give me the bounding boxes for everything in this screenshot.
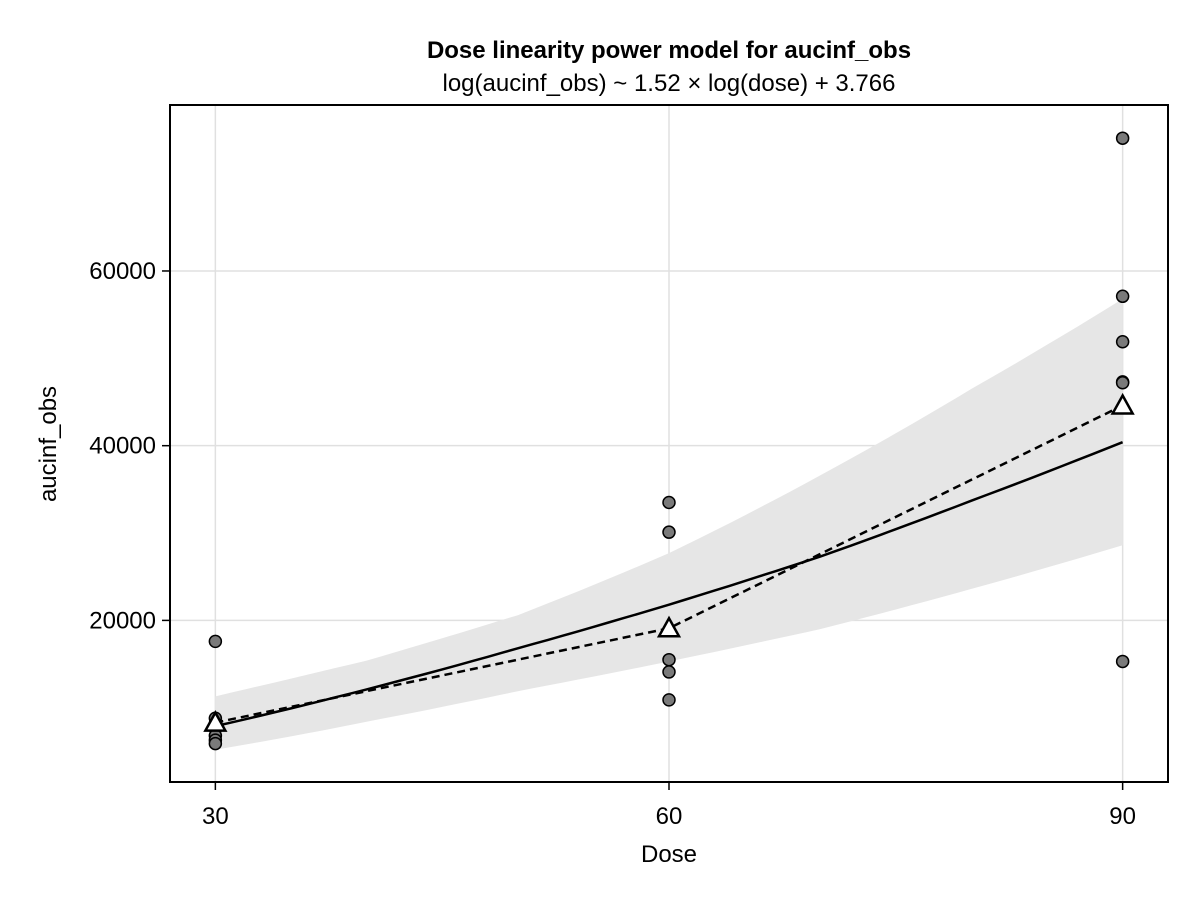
x-tick-label: 60: [656, 803, 683, 830]
data-point: [662, 665, 676, 679]
data-point: [1115, 131, 1130, 145]
y-tick-label: 40000: [89, 433, 156, 460]
fitted-model-line: [215, 441, 1124, 728]
data-point: [208, 634, 223, 649]
x-tick-label: 30: [202, 803, 229, 830]
mean-triangle-marker: [203, 710, 228, 732]
mean-triangle-marker: [1110, 392, 1135, 415]
y-tick-label: 60000: [89, 258, 156, 285]
data-point: [1115, 289, 1130, 304]
chart-title: Dose linearity power model for aucinf_ob…: [427, 37, 911, 64]
data-point: [1115, 334, 1130, 349]
x-axis-ticks: 30 60 90: [202, 782, 1136, 830]
data-point: [662, 525, 676, 539]
data-point: [208, 736, 223, 751]
data-point: [1115, 376, 1130, 390]
mean-dashed-line: [215, 404, 1124, 724]
model-lines: [215, 404, 1124, 728]
data-point: [662, 693, 676, 707]
data-point: [662, 495, 676, 510]
x-axis-label: Dose: [641, 841, 697, 868]
chart-subtitle: log(aucinf_obs) ~ 1.52 × log(dose) + 3.7…: [443, 70, 896, 97]
x-tick-label: 90: [1109, 803, 1136, 830]
data-point: [1115, 654, 1130, 669]
y-axis-ticks: 20000 40000 60000: [89, 258, 170, 634]
y-tick-label: 20000: [89, 607, 156, 634]
y-axis-label: aucinf_obs: [35, 386, 62, 502]
data-point: [662, 652, 676, 667]
mean-markers: [203, 392, 1135, 732]
mean-triangle-marker: [656, 615, 682, 638]
